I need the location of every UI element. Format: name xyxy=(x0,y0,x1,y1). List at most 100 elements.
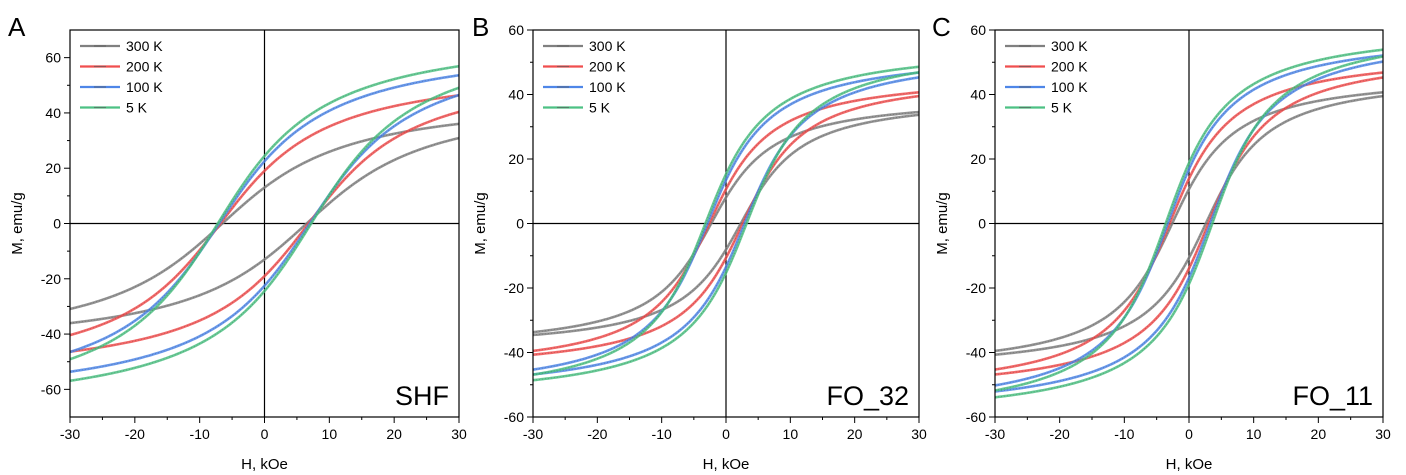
series-200k-descending xyxy=(995,76,1383,376)
y-tick-label: -40 xyxy=(41,326,61,342)
chart-panel-a: -30 -20 -10 0 10 20 30 -60 -40 -20 0 20 40 60 H, kOe M,… xyxy=(8,12,467,473)
series-marker-trace xyxy=(533,95,919,355)
series-marker-trace xyxy=(995,95,1383,355)
y-axis-label: M, emu/g xyxy=(472,192,489,255)
x-tick-label: 20 xyxy=(386,426,402,442)
y-tick-label: -20 xyxy=(41,271,61,287)
series-5k-ascending xyxy=(70,64,459,361)
series-100k-ascending xyxy=(533,71,919,371)
x-tick-label: -30 xyxy=(60,426,80,442)
legend-entry: 100 K xyxy=(589,79,626,95)
y-tick-label: 40 xyxy=(45,105,61,121)
curves xyxy=(995,48,1383,399)
legend-entry: 200 K xyxy=(126,59,163,75)
x-tick-label: 30 xyxy=(1375,426,1391,442)
series-marker-trace xyxy=(533,66,919,376)
x-tick-label: -30 xyxy=(523,426,543,442)
sample-label: FO_11 xyxy=(1292,381,1373,411)
series-100k-descending xyxy=(70,93,459,374)
legend-entry: 300 K xyxy=(1051,38,1088,54)
series-marker-trace xyxy=(70,137,459,324)
series-marker-trace xyxy=(533,72,919,370)
y-tick-label: -20 xyxy=(966,280,986,296)
series-marker-trace xyxy=(995,49,1383,391)
x-axis-label: H, kOe xyxy=(703,456,750,473)
series-200k-ascending xyxy=(533,91,919,353)
y-tick-label: 40 xyxy=(508,87,524,103)
series-marker-trace xyxy=(70,74,459,353)
y-axis-label: M, emu/g xyxy=(9,192,26,255)
x-tick-label: -20 xyxy=(1050,426,1070,442)
series-100k-descending xyxy=(995,60,1383,393)
series-marker-trace xyxy=(533,71,919,381)
legend-entry: 300 K xyxy=(126,38,163,54)
series-200k-ascending xyxy=(70,94,459,337)
x-tick-label: 10 xyxy=(1246,426,1262,442)
y-tick-label: -40 xyxy=(966,345,986,361)
y-tick-label: 60 xyxy=(45,50,61,66)
series-marker-trace xyxy=(70,65,459,360)
y-tick-label: 40 xyxy=(970,87,986,103)
x-tick-label: 0 xyxy=(1185,426,1193,442)
series-marker-trace xyxy=(70,87,459,382)
series-5k-ascending xyxy=(533,65,919,377)
x-tick-label: 20 xyxy=(1311,426,1327,442)
x-axis-label: H, kOe xyxy=(241,456,288,473)
x-tick-label: 0 xyxy=(722,426,730,442)
chart-panel-c: -30 -20 -10 0 10 20 30 -60 -40 -20 0 20 40 60 H, kOe M,… xyxy=(932,12,1391,473)
y-tick-label: -40 xyxy=(504,345,524,361)
series-300k-descending xyxy=(533,113,919,337)
y-tick-label: 60 xyxy=(508,22,524,38)
x-tick-label: -10 xyxy=(1114,426,1134,442)
y-tick-label: 0 xyxy=(516,216,524,232)
panel-letter: B xyxy=(472,12,489,42)
curves xyxy=(533,65,919,382)
x-tick-label: -10 xyxy=(190,426,210,442)
y-tick-label: -60 xyxy=(504,409,524,425)
series-5k-descending xyxy=(70,86,459,383)
x-tick-label: 10 xyxy=(783,426,799,442)
series-100k-descending xyxy=(533,76,919,376)
series-300k-ascending xyxy=(995,91,1383,353)
series-marker-trace xyxy=(995,72,1383,370)
x-tick-label: 30 xyxy=(451,426,467,442)
legend: 300 K 200 K 100 K 5 K xyxy=(1005,38,1088,116)
legend-entry: 5 K xyxy=(1051,100,1073,116)
x-tick-label: 0 xyxy=(261,426,269,442)
series-300k-descending xyxy=(70,136,459,325)
legend-entry: 300 K xyxy=(589,38,626,54)
y-tick-label: -60 xyxy=(966,409,986,425)
series-300k-ascending xyxy=(533,110,919,334)
series-200k-ascending xyxy=(995,71,1383,371)
legend-entry: 5 K xyxy=(589,100,611,116)
y-tick-label: 20 xyxy=(970,151,986,167)
x-tick-label: 10 xyxy=(322,426,338,442)
series-200k-descending xyxy=(533,94,919,356)
x-tick-label: -20 xyxy=(587,426,607,442)
chart-panel-b: -30 -20 -10 0 10 20 30 -60 -40 -20 0 20 40 60 H, kOe M,… xyxy=(472,12,927,473)
panel-letter: A xyxy=(8,12,26,42)
series-100k-ascending xyxy=(70,73,459,354)
y-tick-label: 0 xyxy=(53,216,61,232)
legend-entry: 200 K xyxy=(1051,59,1088,75)
x-tick-label: 20 xyxy=(847,426,863,442)
legend-entry: 200 K xyxy=(589,59,626,75)
y-tick-label: -60 xyxy=(41,381,61,397)
x-tick-label: 30 xyxy=(911,426,927,442)
x-tick-label: -10 xyxy=(652,426,672,442)
legend-entry: 100 K xyxy=(126,79,163,95)
curves xyxy=(70,64,459,383)
y-tick-label: 20 xyxy=(508,151,524,167)
series-marker-trace xyxy=(533,92,919,352)
series-5k-ascending xyxy=(995,48,1383,392)
series-marker-trace xyxy=(995,55,1383,386)
y-tick-label: 60 xyxy=(970,22,986,38)
series-200k-descending xyxy=(70,110,459,353)
x-axis-label: H, kOe xyxy=(1166,456,1213,473)
series-marker-trace xyxy=(533,111,919,333)
series-100k-ascending xyxy=(995,54,1383,387)
y-axis-label: M, emu/g xyxy=(934,192,951,255)
series-marker-trace xyxy=(70,94,459,373)
panel-letter: C xyxy=(932,12,951,42)
